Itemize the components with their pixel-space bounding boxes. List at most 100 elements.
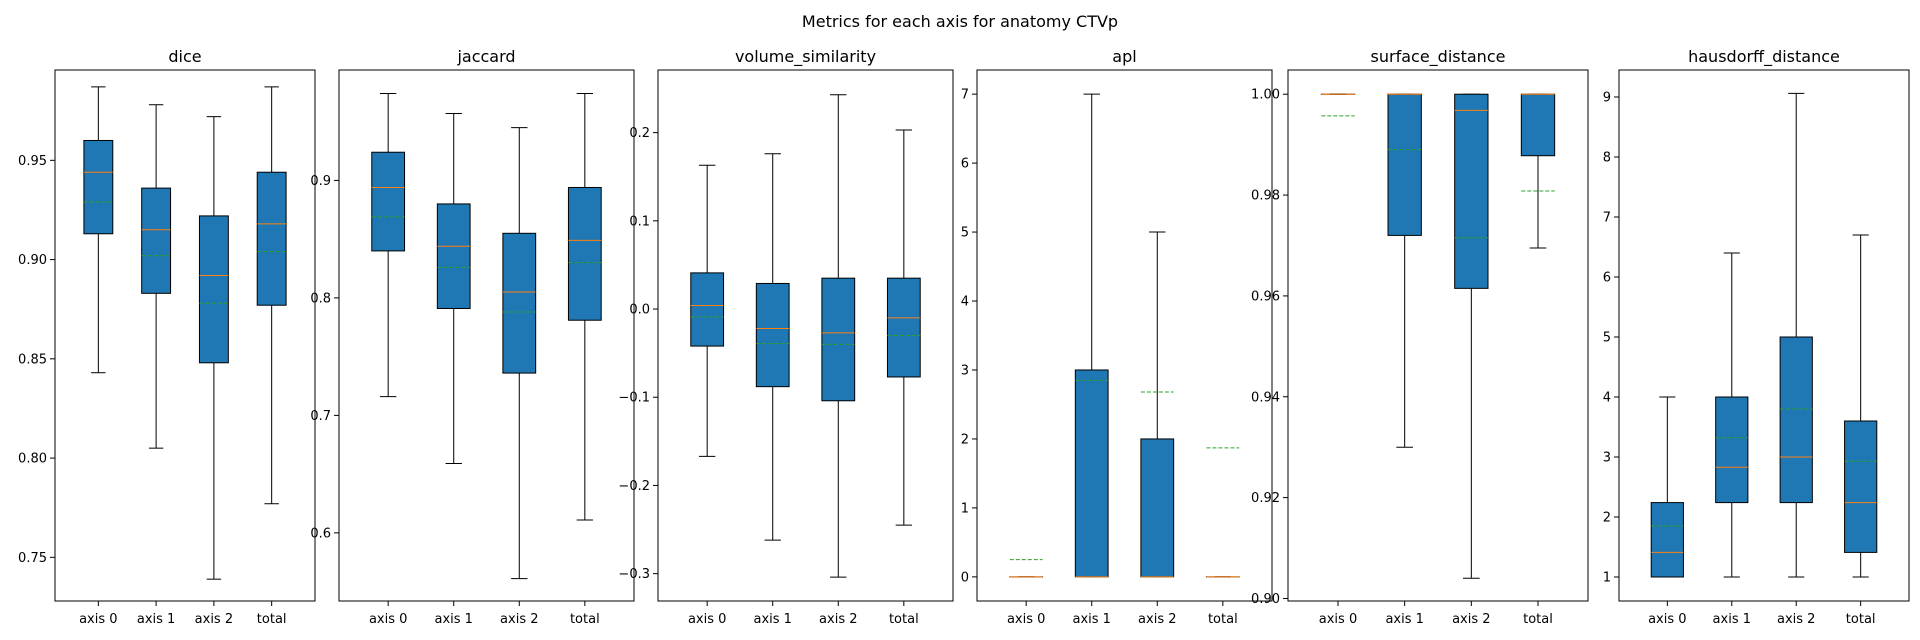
box-body <box>1779 336 1813 504</box>
y-tick-label: −0.2 <box>618 479 650 494</box>
box-axis-1 <box>436 112 471 465</box>
y-tick-label: 0 <box>961 570 969 585</box>
x-tick-label: axis 0 <box>369 612 407 627</box>
y-tick-label: 5 <box>1603 331 1611 346</box>
box-total <box>1205 447 1240 578</box>
y-tick-label: 5 <box>961 226 969 241</box>
subplot-5: surface_distance 0.90 0.92 0.94 0.96 0.98 1.00… <box>1251 47 1589 627</box>
subplot-title: dice <box>168 47 201 66</box>
x-tick-label: axis 0 <box>1648 612 1686 627</box>
box-axis-2 <box>1140 231 1175 578</box>
x-tick-label: axis 2 <box>1138 612 1176 627</box>
box-body <box>436 203 471 309</box>
box-axis-1 <box>755 153 790 541</box>
box-axis-2 <box>821 94 856 578</box>
box-body <box>83 139 114 235</box>
x-tick-label: axis 1 <box>753 612 791 627</box>
y-tick-label: 0.90 <box>1251 592 1280 607</box>
axes-frame <box>338 69 635 602</box>
x-tick-label: axis 0 <box>1319 612 1357 627</box>
y-tick-label: 0.1 <box>629 214 650 229</box>
box-body <box>886 277 921 378</box>
y-tick-label: 4 <box>1603 391 1611 406</box>
y-tick-label: 7 <box>961 88 969 103</box>
box-body <box>256 171 287 306</box>
y-tick-label: 7 <box>1603 211 1611 226</box>
y-tick-label: 0.96 <box>1251 289 1280 304</box>
box-body <box>371 151 406 252</box>
box-total <box>1520 93 1556 249</box>
box-total <box>1844 234 1878 578</box>
box-axis-2 <box>1779 92 1813 578</box>
y-tick-label: 3 <box>1603 451 1611 466</box>
subplot-1: dice 0.75 0.80 0.85 0.90 0.95 axis 0 axis 1 axis… <box>18 47 316 627</box>
x-tick-label: axis 1 <box>1713 612 1751 627</box>
subplot-title: hausdorff_distance <box>1688 47 1840 67</box>
y-tick-label: 1.00 <box>1251 88 1280 103</box>
box-body <box>1650 502 1684 578</box>
y-tick-label: 3 <box>961 363 969 378</box>
y-tick-label: 0.90 <box>18 253 47 268</box>
subplot-title: volume_similarity <box>735 47 876 67</box>
box-axis-1 <box>1387 93 1422 448</box>
x-tick-label: total <box>1523 612 1553 627</box>
subplot-title: jaccard <box>456 47 515 66</box>
x-tick-label: total <box>570 612 600 627</box>
box-total <box>886 129 921 526</box>
y-tick-label: 6 <box>1603 271 1611 286</box>
x-tick-label: total <box>889 612 919 627</box>
y-tick-label: 0.85 <box>18 352 47 367</box>
box-axis-0 <box>1009 559 1044 578</box>
box-axis-1 <box>141 104 172 449</box>
axes-frame <box>1287 69 1589 602</box>
x-tick-label: axis 2 <box>819 612 857 627</box>
box-body <box>567 186 602 321</box>
y-tick-label: 0.9 <box>310 174 331 189</box>
box-body <box>502 232 537 374</box>
x-tick-label: axis 1 <box>434 612 472 627</box>
x-tick-label: axis 2 <box>195 612 233 627</box>
box-body <box>821 277 856 402</box>
subplot-title: apl <box>1112 47 1136 66</box>
x-tick-label: axis 0 <box>1007 612 1045 627</box>
y-tick-label: 0.98 <box>1251 189 1280 204</box>
y-tick-label: 0.2 <box>629 126 650 141</box>
y-tick-label: 0.94 <box>1251 390 1280 405</box>
box-body <box>690 272 725 347</box>
box-axis-2 <box>502 127 537 580</box>
y-tick-label: 0.8 <box>310 291 331 306</box>
box-body <box>198 215 229 364</box>
x-tick-label: axis 0 <box>688 612 726 627</box>
box-body <box>1074 369 1109 578</box>
y-tick-label: 2 <box>1603 511 1611 526</box>
subplot-2: jaccard 0.6 0.7 0.8 0.9 axis 0 axis 1 axis 2 tot… <box>310 47 635 627</box>
box-axis-0 <box>371 92 406 398</box>
y-tick-label: 0.7 <box>310 409 331 424</box>
x-tick-label: axis 1 <box>137 612 175 627</box>
x-tick-label: total <box>1846 612 1876 627</box>
figure-title: Metrics for each axis for anatomy CTVp <box>802 12 1118 31</box>
y-tick-label: 6 <box>961 157 969 172</box>
y-tick-label: 0.92 <box>1251 491 1280 506</box>
box-axis-2 <box>198 116 229 580</box>
box-axis-1 <box>1074 93 1109 578</box>
box-body <box>1520 93 1556 157</box>
x-tick-label: axis 2 <box>1777 612 1815 627</box>
x-tick-label: axis 0 <box>79 612 117 627</box>
x-tick-label: axis 2 <box>1452 612 1490 627</box>
y-tick-label: 0.6 <box>310 526 331 541</box>
axes-frame <box>1618 69 1910 602</box>
y-tick-label: 1 <box>961 501 969 516</box>
box-axis-1 <box>1715 252 1749 578</box>
y-tick-label: 0.75 <box>18 551 47 566</box>
box-body <box>141 187 172 294</box>
y-tick-label: 1 <box>1603 571 1611 586</box>
box-body <box>755 282 790 388</box>
y-tick-label: 0.0 <box>629 303 650 318</box>
x-tick-label: total <box>1208 612 1238 627</box>
subplot-6: hausdorff_distance 1 2 3 4 5 6 7 8 9 axis 0 axis 1 a… <box>1603 47 1910 627</box>
y-tick-label: 2 <box>961 432 969 447</box>
box-body <box>1844 420 1878 553</box>
